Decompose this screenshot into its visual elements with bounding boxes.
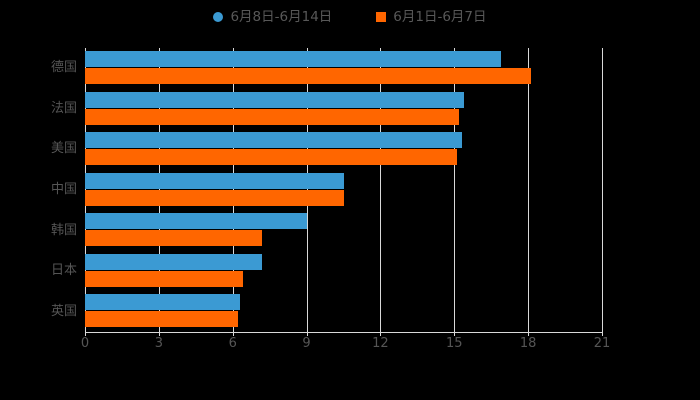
- legend-label-series-a: 6月8日-6月14日: [230, 9, 333, 25]
- legend-item-series-b[interactable]: 6月1日-6月7日: [376, 9, 487, 25]
- plot-area: [85, 48, 603, 332]
- bar-series-b[interactable]: [85, 68, 531, 84]
- x-tick-mark: [380, 331, 382, 336]
- bar-series-a[interactable]: [85, 294, 241, 311]
- y-axis-category-label: 德国: [50, 60, 77, 76]
- bar-series-b[interactable]: [85, 311, 238, 328]
- y-axis-category-label: 法国: [50, 100, 77, 116]
- bar-row: [85, 251, 602, 292]
- bar-series-b[interactable]: [85, 270, 243, 287]
- x-tick-label: 15: [446, 336, 463, 351]
- bar-series-a[interactable]: [85, 132, 462, 149]
- bar-row: [85, 89, 602, 130]
- x-axis-line: [85, 332, 603, 333]
- x-tick-label: 18: [519, 336, 537, 351]
- legend-marker-circle-icon: [213, 12, 224, 22]
- x-tick-mark: [232, 331, 234, 336]
- x-tick-mark: [158, 331, 160, 336]
- x-tick-mark: [85, 331, 86, 336]
- bar-row: [85, 48, 602, 89]
- bar-row: [85, 170, 602, 211]
- x-tick-label: 3: [154, 336, 163, 351]
- bar-series-a[interactable]: [85, 213, 307, 230]
- bar-rows: [85, 48, 602, 332]
- bar-row: [85, 129, 602, 170]
- x-tick-label: 12: [372, 336, 389, 351]
- x-tick-mark: [454, 331, 456, 336]
- x-tick-label: 6: [228, 336, 237, 351]
- bar-series-a[interactable]: [85, 51, 502, 67]
- bar-row: [85, 210, 602, 251]
- y-axis-category-label: 日本: [50, 263, 77, 279]
- gridline: [602, 48, 603, 332]
- bar-series-b[interactable]: [85, 108, 460, 125]
- legend-label-series-b: 6月1日-6月7日: [393, 9, 487, 25]
- bar-series-a[interactable]: [85, 91, 465, 108]
- x-tick-mark: [528, 331, 530, 336]
- y-axis-category-label: 英国: [50, 303, 77, 319]
- bar-series-a[interactable]: [85, 172, 344, 189]
- y-axis-category-label: 美国: [50, 141, 77, 157]
- bar-series-b[interactable]: [85, 230, 263, 247]
- x-tick-label: 21: [593, 336, 611, 351]
- x-tick-label: 9: [302, 336, 311, 351]
- y-axis-category-label: 韩国: [50, 222, 77, 238]
- legend-marker-square-icon: [376, 12, 387, 22]
- bar-series-a[interactable]: [85, 253, 263, 270]
- legend-item-series-a[interactable]: 6月8日-6月14日: [213, 10, 332, 24]
- bar-series-b[interactable]: [85, 189, 344, 206]
- y-axis-labels: 德国法国美国中国韩国日本英国: [0, 48, 77, 332]
- x-tick-label: 0: [80, 336, 90, 351]
- bar-row: [85, 291, 602, 332]
- chart-legend: 6月8日-6月14日 6月1日-6月7日: [0, 6, 700, 28]
- y-axis-category-label: 中国: [50, 182, 77, 197]
- bar-series-b[interactable]: [85, 149, 457, 166]
- x-axis-tick-labels: 0 3 6 9 12 15 18 21: [81, 331, 610, 356]
- x-tick-mark: [602, 331, 603, 336]
- x-tick-mark: [306, 331, 308, 336]
